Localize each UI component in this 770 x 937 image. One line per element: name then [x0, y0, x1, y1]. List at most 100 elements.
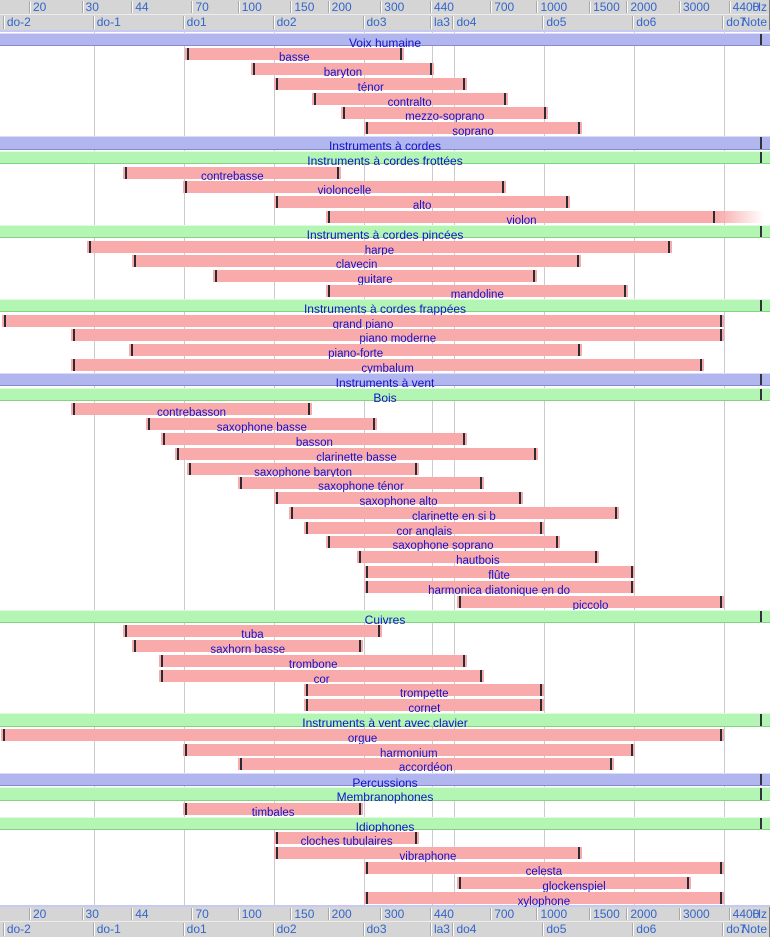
- gridline-do-1: [93, 32, 95, 906]
- instrument-row: saxophone alto: [0, 491, 770, 508]
- freq-tick-label: 2000: [630, 0, 658, 14]
- freq-tick-label: 700: [494, 0, 515, 14]
- section-row: Idiophones: [0, 816, 770, 833]
- freq-tick-label: 700: [494, 907, 515, 922]
- freq-tick-label: 440: [433, 907, 454, 922]
- section-title: Membranophones: [336, 790, 434, 805]
- section-title: Voix humaine: [348, 35, 422, 50]
- freq-tick-label-separator: [729, 908, 731, 921]
- freq-tick-label-separator: [328, 1, 330, 13]
- instrument-bar-accord-on: accordéon: [237, 758, 614, 774]
- instrument-label: violon: [506, 214, 537, 227]
- instrument-row: guitare: [0, 269, 770, 286]
- instrument-label: celesta: [525, 866, 563, 879]
- note-cell-label-separator: [273, 923, 275, 937]
- freq-tick-label-separator: [132, 908, 134, 921]
- freq-tick-label: 300: [384, 907, 405, 922]
- instrument-row: basse: [0, 47, 770, 64]
- instrument-bar-hautbois: hautbois: [356, 551, 600, 567]
- freq-tick-label-separator: [430, 908, 432, 921]
- instrument-bar-baryton: baryton: [251, 62, 435, 79]
- instrument-row: tuba: [0, 624, 770, 641]
- freq-tick-label: 70: [195, 907, 209, 922]
- freq-tick-label: 4400: [732, 907, 760, 922]
- instrument-label: cymbalum: [361, 362, 414, 375]
- instrument-bar-clarinette-en-si-b: clarinette en si b: [289, 506, 619, 523]
- note-cell-label-unit: Note: [741, 15, 767, 29]
- freq-tick-label: 2000: [630, 907, 658, 922]
- instrument-label: accordéon: [398, 762, 453, 775]
- instrument-label: harmonium: [380, 747, 438, 760]
- instrument-label: contrebasson: [157, 407, 227, 420]
- note-cell-label: do4: [456, 922, 477, 937]
- freq-tick-label: 20: [32, 0, 47, 14]
- freq-tick-label-separator: [679, 1, 681, 13]
- gridline-do7: [724, 32, 726, 906]
- instrument-label: hautbois: [456, 555, 500, 568]
- instrument-row: harmonium: [0, 742, 770, 760]
- section-title: Instruments à cordes pincées: [306, 228, 464, 243]
- instrument-bar-saxophone-alto: saxophone alto: [274, 492, 523, 508]
- instrument-bar-clavecin: clavecin: [132, 255, 581, 271]
- section-band-percussions: Percussions: [0, 772, 770, 789]
- instrument-row: violoncelle: [0, 180, 770, 197]
- instrument-label: saxophone ténor: [318, 481, 404, 494]
- instrument-label: basson: [295, 436, 333, 449]
- freq-tick-label-separator: [590, 1, 592, 13]
- instrument-label: harpe: [364, 244, 395, 257]
- instrument-bar-basse: basse: [185, 48, 404, 64]
- section-title: Instruments à cordes frappées: [303, 302, 467, 317]
- instrument-row: contralto: [0, 91, 770, 109]
- instrument-bar-orgue: orgue: [1, 728, 725, 745]
- section-band-instruments-cordes-pinc-es: Instruments à cordes pincées: [0, 225, 770, 241]
- section-row: Percussions: [0, 772, 770, 789]
- instrument-bar-saxophone-basse: saxophone basse: [146, 418, 378, 434]
- instrument-row: cymbalum: [0, 358, 770, 375]
- instrument-label: cor anglais: [396, 525, 453, 538]
- note-cell-label: do1: [186, 922, 207, 937]
- section-band-bois: Bois: [0, 387, 770, 404]
- note-cell-label-separator: [3, 16, 5, 29]
- instrument-bar-cor: cor: [159, 669, 485, 686]
- freq-tick-label: 200: [331, 907, 352, 922]
- freq-tick-label: 1000: [540, 0, 568, 14]
- instrument-bar-violon: violon: [326, 210, 717, 227]
- instrument-row: clarinette en si b: [0, 506, 770, 523]
- instrument-bar-t-nor: ténor: [274, 77, 468, 94]
- note-cell-label: do-1: [96, 15, 121, 29]
- freq-tick-label: 1500: [593, 0, 620, 14]
- freq-tick-label-separator: [82, 908, 84, 921]
- instrument-row: cor anglais: [0, 520, 770, 538]
- instrument-bar-trombone: trombone: [159, 654, 468, 671]
- note-cell-label-separator: [453, 923, 455, 937]
- freq-tick-label-separator: [537, 1, 539, 13]
- instrument-row: ténor: [0, 76, 770, 94]
- instrument-row: mezzo-soprano: [0, 106, 770, 123]
- freq-tick-label: 44: [135, 0, 149, 14]
- instrument-row: accordéon: [0, 757, 770, 774]
- instrument-bar-grand-piano: grand piano: [1, 314, 725, 331]
- freq-tick-label: 3000: [682, 0, 710, 14]
- freq-tick-label: 100: [241, 0, 262, 14]
- freq-tick-label: 440: [433, 0, 454, 14]
- instrument-row: trompette: [0, 683, 770, 700]
- note-cell-label: do1: [186, 15, 207, 29]
- freq-tick-label-separator: [192, 1, 194, 13]
- instrument-row: trombone: [0, 653, 770, 671]
- instrument-bar-glockenspiel: glockenspiel: [456, 876, 692, 893]
- section-band-instruments-cordes: Instruments à cordes: [0, 136, 770, 153]
- note-cell-label-separator: [543, 16, 545, 29]
- note-cell-label: do-2: [6, 922, 31, 937]
- note-cell-label: do5: [546, 15, 567, 29]
- freq-tick-label: 4400: [732, 0, 760, 14]
- top-note-scale: do-2 do-1 do1 do2 do3 la3 do4 do5 do6 do7 Note: [0, 15, 769, 30]
- instrument-row: piano-forte: [0, 343, 770, 360]
- freq-tick-label: 1000: [540, 907, 568, 922]
- note-cell-label: do7: [726, 922, 747, 937]
- freq-tick-label-separator: [291, 1, 293, 13]
- note-cell-label: do7: [726, 15, 747, 29]
- instrument-row: cloches tubulaires: [0, 831, 770, 848]
- freq-tick-label-separator: [328, 908, 330, 921]
- note-cell-label: do-1: [96, 922, 121, 937]
- freq-tick-label-separator: [537, 908, 539, 921]
